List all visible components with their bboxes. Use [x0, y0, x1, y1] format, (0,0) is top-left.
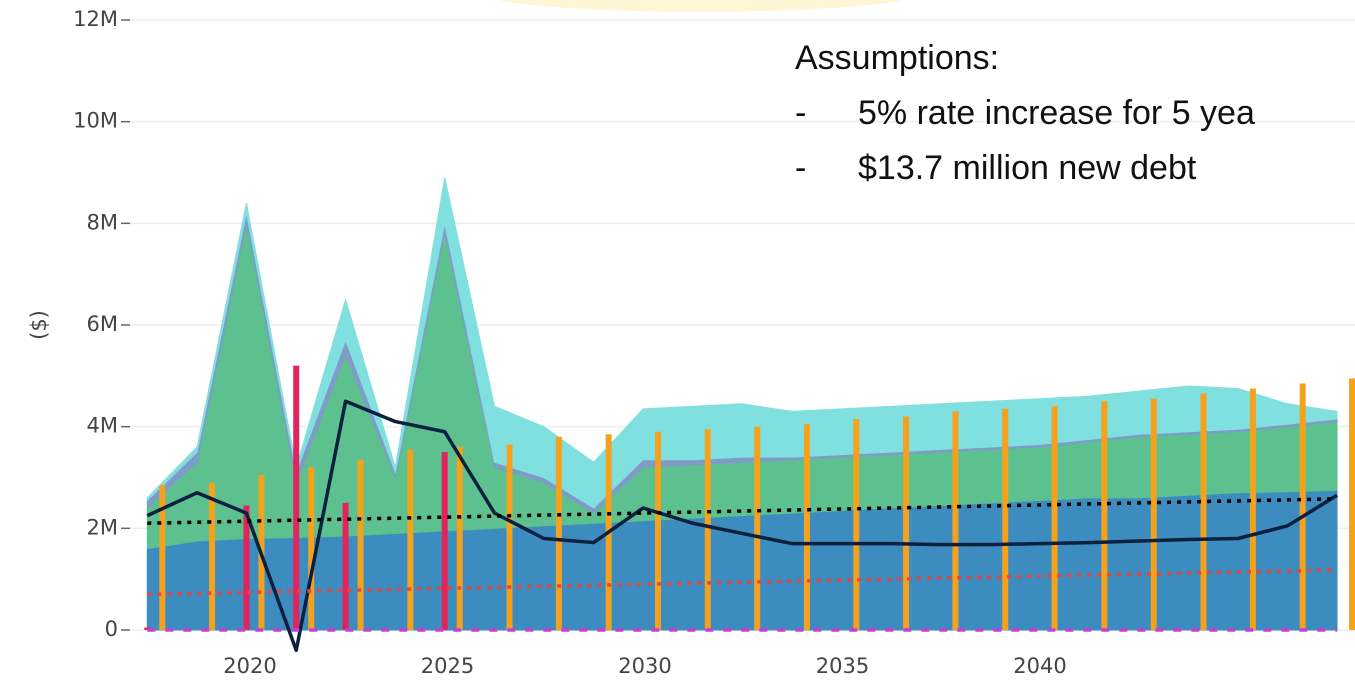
bar: [853, 419, 860, 630]
line: [147, 497, 1338, 525]
bar: [441, 452, 448, 630]
bar: [1299, 383, 1306, 630]
y-tick-label: 4M: [87, 414, 118, 438]
y-tick-label: 8M: [87, 210, 118, 234]
bar: [655, 431, 662, 630]
bar: [357, 459, 364, 630]
bar: [456, 447, 463, 630]
background-glow: [495, 0, 905, 12]
bar: [555, 436, 562, 630]
bar: [704, 429, 711, 630]
axes: 0 2M 4M 6M 8M 10M 12M 2020 2025 2030 2035 2040: [73, 7, 1067, 678]
y-tick-label: 10M: [73, 109, 118, 133]
bar: [1200, 393, 1207, 630]
bar: [293, 365, 300, 630]
x-tick-label: 2030: [618, 654, 671, 678]
bar: [1101, 401, 1108, 630]
bar: [1349, 378, 1355, 630]
bar: [342, 502, 349, 630]
y-tick-label: 6M: [87, 312, 118, 336]
annotation: Assumptions:: [795, 39, 999, 77]
annotation-bullet: -: [795, 149, 806, 187]
y-axis-title: ($): [27, 310, 51, 340]
annotation: $13.7 million new debt: [858, 149, 1197, 187]
annotation-bullet: -: [795, 94, 806, 132]
bar: [308, 467, 315, 630]
bar: [243, 505, 250, 630]
x-tick-label: 2035: [816, 654, 869, 678]
y-tick-label: 0: [105, 617, 118, 641]
bar: [1051, 406, 1058, 630]
bar: [209, 482, 216, 630]
annotation: 5% rate increase for 5 yea: [858, 94, 1255, 132]
bar: [407, 449, 414, 630]
y-tick-label: 2M: [87, 515, 118, 539]
bar: [1150, 398, 1157, 630]
bar: [903, 416, 910, 630]
bar: [952, 411, 959, 630]
bar: [1249, 388, 1256, 630]
x-tick-label: 2040: [1013, 654, 1066, 678]
bar: [754, 426, 761, 630]
line: [147, 568, 1338, 597]
bar: [506, 444, 513, 630]
bar: [159, 485, 166, 630]
y-tick-label: 12M: [73, 7, 118, 31]
x-tick-label: 2020: [223, 654, 276, 678]
bar: [1002, 408, 1009, 630]
plot-area: [144, 177, 1355, 653]
bar: [803, 424, 810, 630]
line: [146, 399, 1338, 653]
x-tick-label: 2025: [421, 654, 474, 678]
